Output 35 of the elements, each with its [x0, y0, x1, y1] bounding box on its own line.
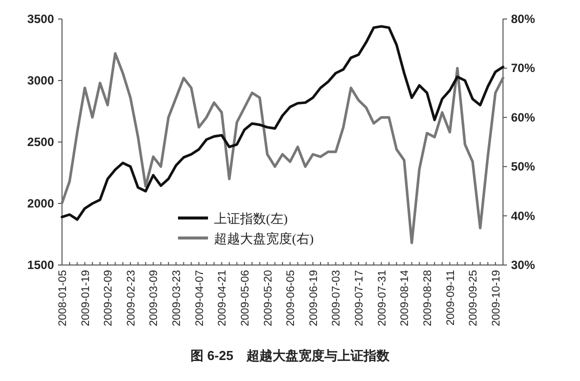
y-tick-label: 3000 [27, 74, 54, 88]
x-tick-label: 2009-02-23 [125, 270, 138, 326]
legend-label: 超越大盘宽度(右) [214, 231, 314, 246]
x-tick-label: 2009-09-11 [444, 270, 457, 326]
y2-tick-label: 30% [511, 258, 536, 272]
y2-tick-label: 50% [511, 160, 536, 174]
x-tick-label: 2009-02-09 [102, 270, 115, 326]
line-series [60, 52, 504, 244]
x-tick-label: 2009-01-19 [80, 270, 92, 326]
x-tick-label: 2009-06-05 [285, 270, 298, 326]
x-tick-label: 2009-07-17 [354, 270, 366, 326]
x-tick-label: 2009-09-25 [468, 270, 480, 326]
x-tick-label: 2009-08-28 [422, 270, 434, 326]
x-tick-label: 2009-06-19 [308, 270, 320, 326]
x-tick-label: 2009-05-20 [262, 270, 274, 326]
y2-tick-label: 80% [511, 12, 536, 26]
x-tick-label: 2009-05-06 [239, 270, 252, 326]
x-tick-label: 2008-01-05 [57, 270, 69, 326]
y-tick-label: 1500 [27, 258, 54, 272]
y2-tick-label: 40% [511, 208, 536, 223]
x-tick-label: 2009-07-03 [330, 270, 343, 326]
y-tick-label: 3500 [27, 12, 54, 26]
legend-label: 上证指数(左) [214, 211, 288, 226]
y-tick-label: 2500 [27, 135, 54, 149]
x-tick-label: 2009-07-31 [376, 270, 388, 326]
y2-tick-label: 70% [511, 61, 536, 76]
x-tick-label: 2009-04-07 [194, 270, 206, 326]
x-tick-label: 2009-03-09 [148, 270, 160, 326]
y-tick-label: 2000 [27, 196, 54, 210]
x-tick-label: 2009-10-19 [490, 270, 502, 326]
x-tick-label: 2009-03-23 [171, 270, 184, 326]
x-tick-label: 2009-04-21 [216, 270, 229, 326]
text: 图 6-25 超越大盘宽度与上证指数 [190, 348, 390, 363]
y2-tick-label: 60% [511, 110, 536, 124]
x-tick-label: 2009-08-14 [399, 270, 412, 326]
